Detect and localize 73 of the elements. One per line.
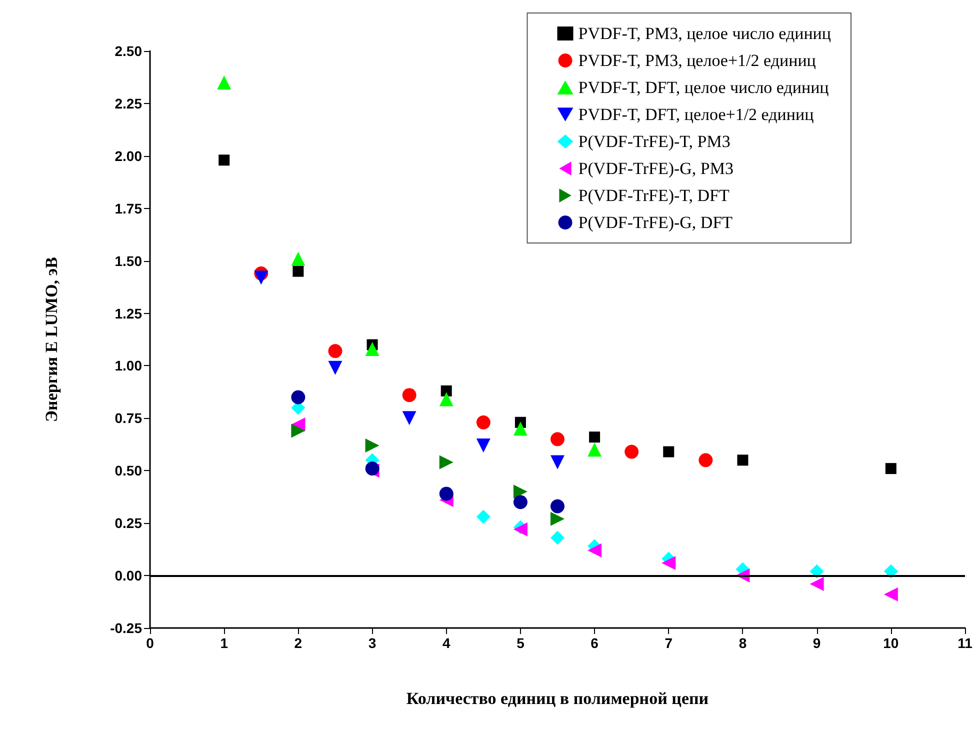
x-tick-label: 1 xyxy=(220,635,228,651)
x-tick-label: 5 xyxy=(516,635,525,651)
x-axis-title: Количество единиц в полимерной цепи xyxy=(406,689,709,708)
x-tick-label: 4 xyxy=(442,635,450,651)
legend-label: P(VDF-TrFE)-G, DFT xyxy=(578,213,734,232)
y-tick-label: 1.75 xyxy=(114,200,142,216)
x-tick-label: 3 xyxy=(368,635,376,651)
point xyxy=(662,556,676,570)
point xyxy=(810,576,824,591)
x-tick-label: 7 xyxy=(664,635,673,651)
x-tick-label: 9 xyxy=(812,635,821,651)
point xyxy=(328,360,342,375)
point xyxy=(589,432,600,443)
point xyxy=(292,266,304,277)
point xyxy=(698,453,713,468)
legend-label: P(VDF-TrFE)-T, DFT xyxy=(578,186,730,205)
point xyxy=(291,390,306,404)
point xyxy=(439,392,454,406)
point xyxy=(624,444,639,459)
point xyxy=(513,484,528,499)
point xyxy=(476,510,490,524)
point xyxy=(440,385,452,396)
point xyxy=(513,422,528,436)
point xyxy=(513,495,528,510)
point xyxy=(550,432,564,446)
y-tick-label: 0.50 xyxy=(114,462,142,479)
point xyxy=(402,411,416,426)
point xyxy=(291,252,306,266)
point xyxy=(439,486,454,501)
legend-label: PVDF-T, PM3, целое+1/2 единиц xyxy=(578,51,816,70)
point xyxy=(550,455,564,470)
point xyxy=(737,454,748,466)
y-tick-label: 2.00 xyxy=(114,148,142,164)
point xyxy=(254,270,268,285)
point xyxy=(476,438,490,452)
x-tick-label: 11 xyxy=(958,635,973,651)
x-tick-label: 10 xyxy=(883,635,899,651)
y-tick-label: -0.25 xyxy=(110,620,142,636)
y-tick-label: 0.00 xyxy=(114,568,142,584)
y-tick-label: 1.50 xyxy=(114,252,142,269)
y-tick-label: 2.25 xyxy=(114,95,142,112)
x-tick-label: 6 xyxy=(590,635,599,651)
legend-label: P(VDF-TrFE)-T, PM3 xyxy=(578,132,730,151)
point xyxy=(365,438,380,452)
legend-label: PVDF-T, DFT, целое+1/2 единиц xyxy=(578,105,814,124)
point xyxy=(550,530,564,545)
point xyxy=(328,344,342,358)
legend-label: P(VDF-TrFE)-G, PM3 xyxy=(578,159,734,178)
point xyxy=(291,424,306,438)
x-tick-label: 8 xyxy=(738,635,747,651)
x-tick-label: 0 xyxy=(146,635,154,651)
point xyxy=(885,463,896,474)
point xyxy=(365,342,380,356)
point xyxy=(550,512,564,526)
y-tick-label: 0.75 xyxy=(114,410,142,426)
point xyxy=(588,543,602,558)
point xyxy=(217,75,232,90)
point xyxy=(663,446,674,458)
point xyxy=(588,442,602,457)
x-tick-label: 2 xyxy=(294,635,302,651)
point xyxy=(218,154,230,166)
point xyxy=(402,388,416,402)
legend-label: PVDF-T, DFT, целое число единиц xyxy=(578,78,829,97)
legend-label: PVDF-T, PM3, целое число единиц xyxy=(578,24,831,43)
y-tick-label: 1.25 xyxy=(114,305,142,322)
point xyxy=(550,499,564,514)
y-tick-label: 0.25 xyxy=(114,515,142,532)
point xyxy=(439,455,454,470)
y-tick-label: 2.50 xyxy=(114,43,142,59)
point xyxy=(476,415,490,430)
y-tick-label: 1.00 xyxy=(114,358,142,374)
point xyxy=(884,587,898,602)
y-axis-title: Энергия E LUMO, эВ xyxy=(42,257,61,422)
